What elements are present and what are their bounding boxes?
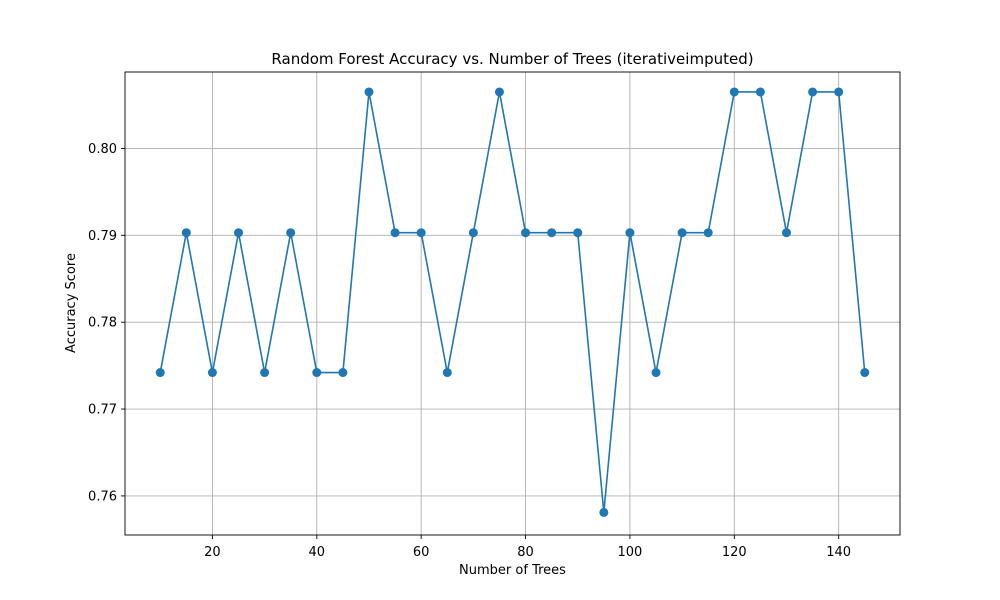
data-point <box>860 368 870 378</box>
x-tick-label: 100 <box>618 545 643 560</box>
x-tick-label: 20 <box>204 545 221 560</box>
y-tick-label: 0.76 <box>88 489 117 504</box>
series-line <box>159 91 866 513</box>
plot-area-frame <box>124 71 901 536</box>
data-point <box>573 228 583 238</box>
series-layer <box>155 87 870 517</box>
data-point <box>834 87 844 97</box>
data-point <box>755 87 765 97</box>
x-tick-label: 80 <box>517 545 534 560</box>
y-axis: 0.76 0.77 0.78 0.79 0.80 <box>88 142 125 504</box>
data-point <box>181 228 191 238</box>
data-point <box>312 368 322 378</box>
data-point <box>729 87 739 97</box>
x-tick-label: 120 <box>722 545 747 560</box>
data-point <box>364 87 374 97</box>
data-point <box>207 368 217 378</box>
data-point <box>416 228 426 238</box>
data-point <box>442 368 452 378</box>
x-axis-label: Number of Trees <box>459 563 566 578</box>
y-tick-label: 0.77 <box>88 403 117 418</box>
data-point <box>781 228 791 238</box>
data-point <box>234 228 244 238</box>
data-point <box>260 368 270 378</box>
data-point <box>494 87 504 97</box>
data-point <box>651 368 661 378</box>
data-point <box>599 507 609 517</box>
grid <box>125 72 900 535</box>
y-tick-label: 0.78 <box>88 316 117 331</box>
data-point <box>390 228 400 238</box>
y-axis-label: Accuracy Score <box>64 253 79 353</box>
chart-title: Random Forest Accuracy vs. Number of Tre… <box>271 50 753 68</box>
x-tick-label: 140 <box>826 545 851 560</box>
data-point <box>521 228 531 238</box>
x-tick-label: 60 <box>413 545 430 560</box>
data-point <box>677 228 687 238</box>
data-point <box>286 228 296 238</box>
y-tick-label: 0.79 <box>88 229 117 244</box>
data-point <box>338 368 348 378</box>
y-tick-label: 0.80 <box>88 142 117 157</box>
x-tick-label: 40 <box>309 545 326 560</box>
data-point <box>155 368 165 378</box>
data-point <box>547 228 557 238</box>
data-point <box>703 228 713 238</box>
data-point <box>625 228 635 238</box>
data-point <box>468 228 478 238</box>
x-axis: 20 40 60 80 100 120 140 <box>204 535 851 560</box>
data-point <box>808 87 818 97</box>
